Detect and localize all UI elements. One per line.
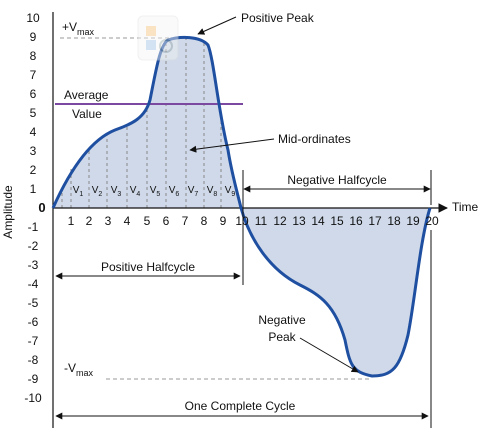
x-tick-label: 7 <box>182 214 189 228</box>
y-tick-label: -3 <box>28 258 39 272</box>
negative-halfcycle-fill <box>241 208 430 376</box>
x-tick-label: 13 <box>292 214 306 228</box>
mid-ordinate-label: V2 <box>92 185 103 198</box>
average-value-label-line1: Average <box>64 88 109 102</box>
negative-halfcycle-label: Negative Halfcycle <box>287 173 387 187</box>
x-axis-title: Time <box>452 200 479 214</box>
x-tick-label: 10 <box>235 214 249 228</box>
x-tick-label: 20 <box>425 214 439 228</box>
y-tick-label: -6 <box>28 315 39 329</box>
x-tick-label: 8 <box>201 214 208 228</box>
mid-ordinate-label: V1 <box>73 185 84 198</box>
y-tick-labels: 10 9 8 7 6 5 4 3 2 1 0 -1 -2 -3 -4 -5 -6… <box>24 11 45 405</box>
x-tick-label: 15 <box>330 214 344 228</box>
x-tick-label: 9 <box>220 214 227 228</box>
mid-ordinate-labels: V1 V2 V3 V4 V5 V6 V7 V8 V9 <box>73 185 236 198</box>
y-tick-label: 2 <box>30 163 37 177</box>
mid-ordinate-label: V4 <box>130 185 141 198</box>
waveform-curve <box>51 35 432 378</box>
mid-ordinates-label: Mid-ordinates <box>278 132 351 146</box>
x-tick-label: 17 <box>368 214 382 228</box>
y-tick-label: 7 <box>30 68 37 82</box>
y-tick-label: -8 <box>28 353 39 367</box>
x-tick-label: 5 <box>144 214 151 228</box>
y-tick-label: 5 <box>30 106 37 120</box>
mid-ordinate-label: V5 <box>150 185 161 198</box>
mid-ordinate-label: V7 <box>188 185 199 198</box>
mid-ordinate-label: V8 <box>207 185 218 198</box>
y-tick-label: 1 <box>30 182 37 196</box>
mid-ordinate-lines <box>61 36 222 208</box>
x-tick-label: 16 <box>349 214 363 228</box>
y-tick-label: 4 <box>30 125 37 139</box>
x-tick-label: 2 <box>86 214 93 228</box>
y-tick-label: -5 <box>28 296 39 310</box>
x-tick-labels: 1 2 3 4 5 6 7 8 9 10 11 12 13 14 15 16 1… <box>68 214 439 228</box>
x-tick-label: 1 <box>68 214 75 228</box>
positive-peak-label: Positive Peak <box>241 11 315 25</box>
x-tick-label: 12 <box>273 214 287 228</box>
y-tick-label: 9 <box>30 30 37 44</box>
negative-peak-label-line2: Peak <box>268 330 296 344</box>
x-tick-label: 14 <box>311 214 325 228</box>
average-value-label-line2: Value <box>72 107 102 121</box>
y-tick-label: -1 <box>28 220 39 234</box>
y-tick-label: 0 <box>38 200 45 215</box>
y-tick-label: -2 <box>28 239 39 253</box>
one-complete-cycle-label: One Complete Cycle <box>185 399 296 413</box>
y-tick-label: 6 <box>30 87 37 101</box>
x-tick-label: 4 <box>124 214 131 228</box>
x-tick-label: 19 <box>406 214 420 228</box>
x-tick-label: 3 <box>105 214 112 228</box>
vmax-negative-label: -Vmax <box>64 361 94 378</box>
y-tick-label: -4 <box>28 277 39 291</box>
negative-peak-label-line1: Negative <box>258 313 306 327</box>
y-tick-label: 3 <box>30 144 37 158</box>
positive-halfcycle-label: Positive Halfcycle <box>101 260 195 274</box>
negative-peak-pointer <box>299 337 359 373</box>
vmax-positive-label: +Vmax <box>62 20 95 37</box>
y-tick-label: -9 <box>28 372 39 386</box>
app-watermark-icon <box>137 15 179 61</box>
y-tick-label: -10 <box>24 391 42 405</box>
y-axis-title: Amplitude <box>1 185 15 239</box>
x-tick-label: 11 <box>255 214 268 228</box>
positive-peak-pointer <box>197 16 237 35</box>
mid-ordinate-label: V3 <box>111 185 122 198</box>
mid-ordinate-label: V6 <box>169 185 180 198</box>
mid-ordinates-pointer <box>189 138 275 153</box>
y-tick-label: 10 <box>26 11 40 25</box>
mid-ordinate-label: V9 <box>225 185 236 198</box>
x-tick-label: 18 <box>387 214 401 228</box>
y-tick-label: 8 <box>30 49 37 63</box>
y-tick-label: -7 <box>28 334 39 348</box>
x-tick-label: 6 <box>163 214 170 228</box>
